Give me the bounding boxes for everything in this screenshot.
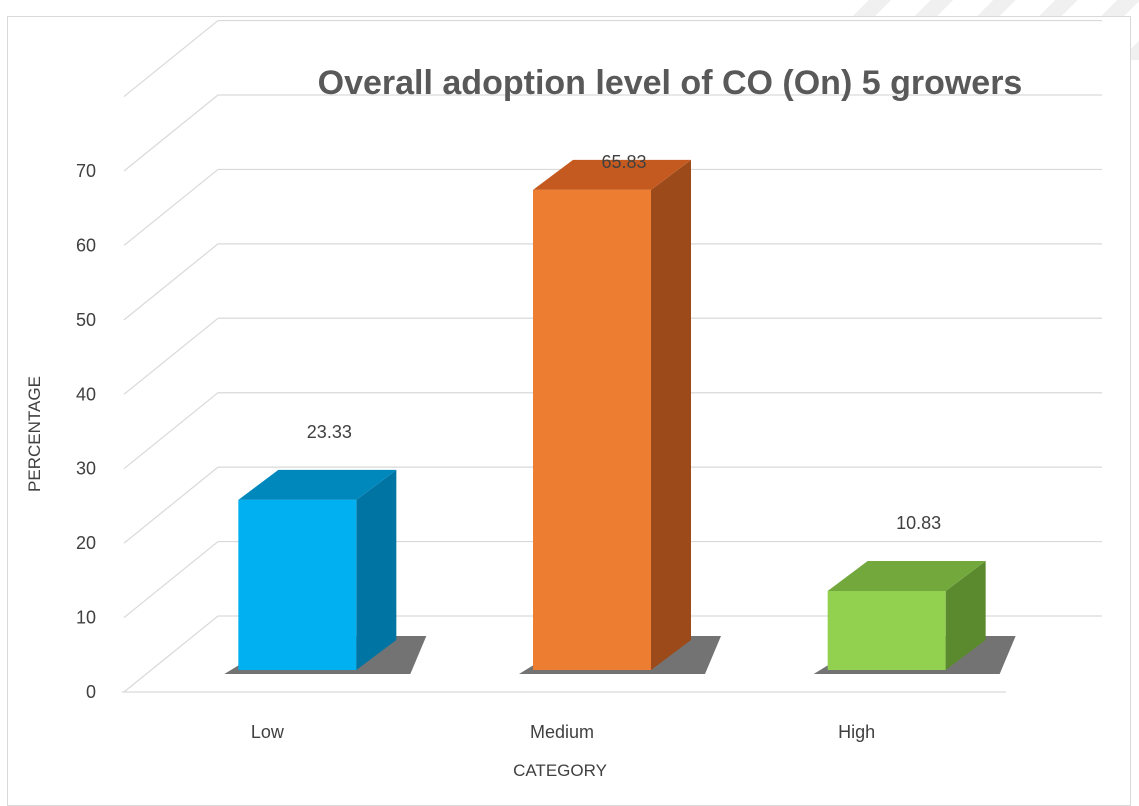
y-tick-20: 20 xyxy=(76,533,96,553)
side-gridline-1 xyxy=(123,541,219,619)
chart-title: Overall adoption level of CO (On) 5 grow… xyxy=(318,64,1023,102)
x-axis-label: CATEGORY xyxy=(513,761,607,780)
bar-side-2 xyxy=(945,561,986,670)
side-gridline-6 xyxy=(123,168,219,246)
bar-low xyxy=(238,499,357,670)
side-gridline-top xyxy=(123,20,219,98)
bar-side-1 xyxy=(651,159,691,670)
bars xyxy=(224,159,1016,674)
side-gridline-2 xyxy=(123,466,219,544)
data-labels: 23.33 65.83 10.83 xyxy=(307,152,941,533)
y-axis-label: PERCENTAGE xyxy=(25,376,44,492)
y-tick-70: 70 xyxy=(76,161,96,181)
side-gridline-0 xyxy=(123,615,219,693)
x-tick-labels: Low Medium High xyxy=(251,722,875,742)
side-gridline-5 xyxy=(123,243,219,321)
x-tick-high: High xyxy=(838,722,875,742)
side-gridline-4 xyxy=(123,317,219,395)
y-tick-30: 30 xyxy=(76,459,96,479)
bar-top-0 xyxy=(238,469,397,500)
y-tick-50: 50 xyxy=(76,310,96,330)
bar-top-1 xyxy=(533,159,691,190)
bar-chart: 0 10 20 30 40 50 60 70 Low Medium High 23.33 65.83… xyxy=(25,19,1102,780)
x-tick-medium: Medium xyxy=(530,722,594,742)
y-tick-labels: 0 10 20 30 40 50 60 70 xyxy=(76,161,96,702)
side-gridline-3 xyxy=(123,392,219,470)
bar-high xyxy=(827,591,946,670)
x-tick-low: Low xyxy=(251,722,285,742)
y-tick-0: 0 xyxy=(86,682,96,702)
bar-top-2 xyxy=(827,561,986,592)
bar-side-0 xyxy=(356,469,397,670)
data-label-high: 10.83 xyxy=(896,513,941,533)
bar-medium xyxy=(533,189,651,670)
y-tick-60: 60 xyxy=(76,235,96,255)
data-label-medium: 65.83 xyxy=(601,152,646,172)
data-label-low: 23.33 xyxy=(307,422,352,442)
y-tick-40: 40 xyxy=(76,384,96,404)
y-tick-10: 10 xyxy=(76,608,96,628)
side-gridline-7 xyxy=(123,94,219,172)
